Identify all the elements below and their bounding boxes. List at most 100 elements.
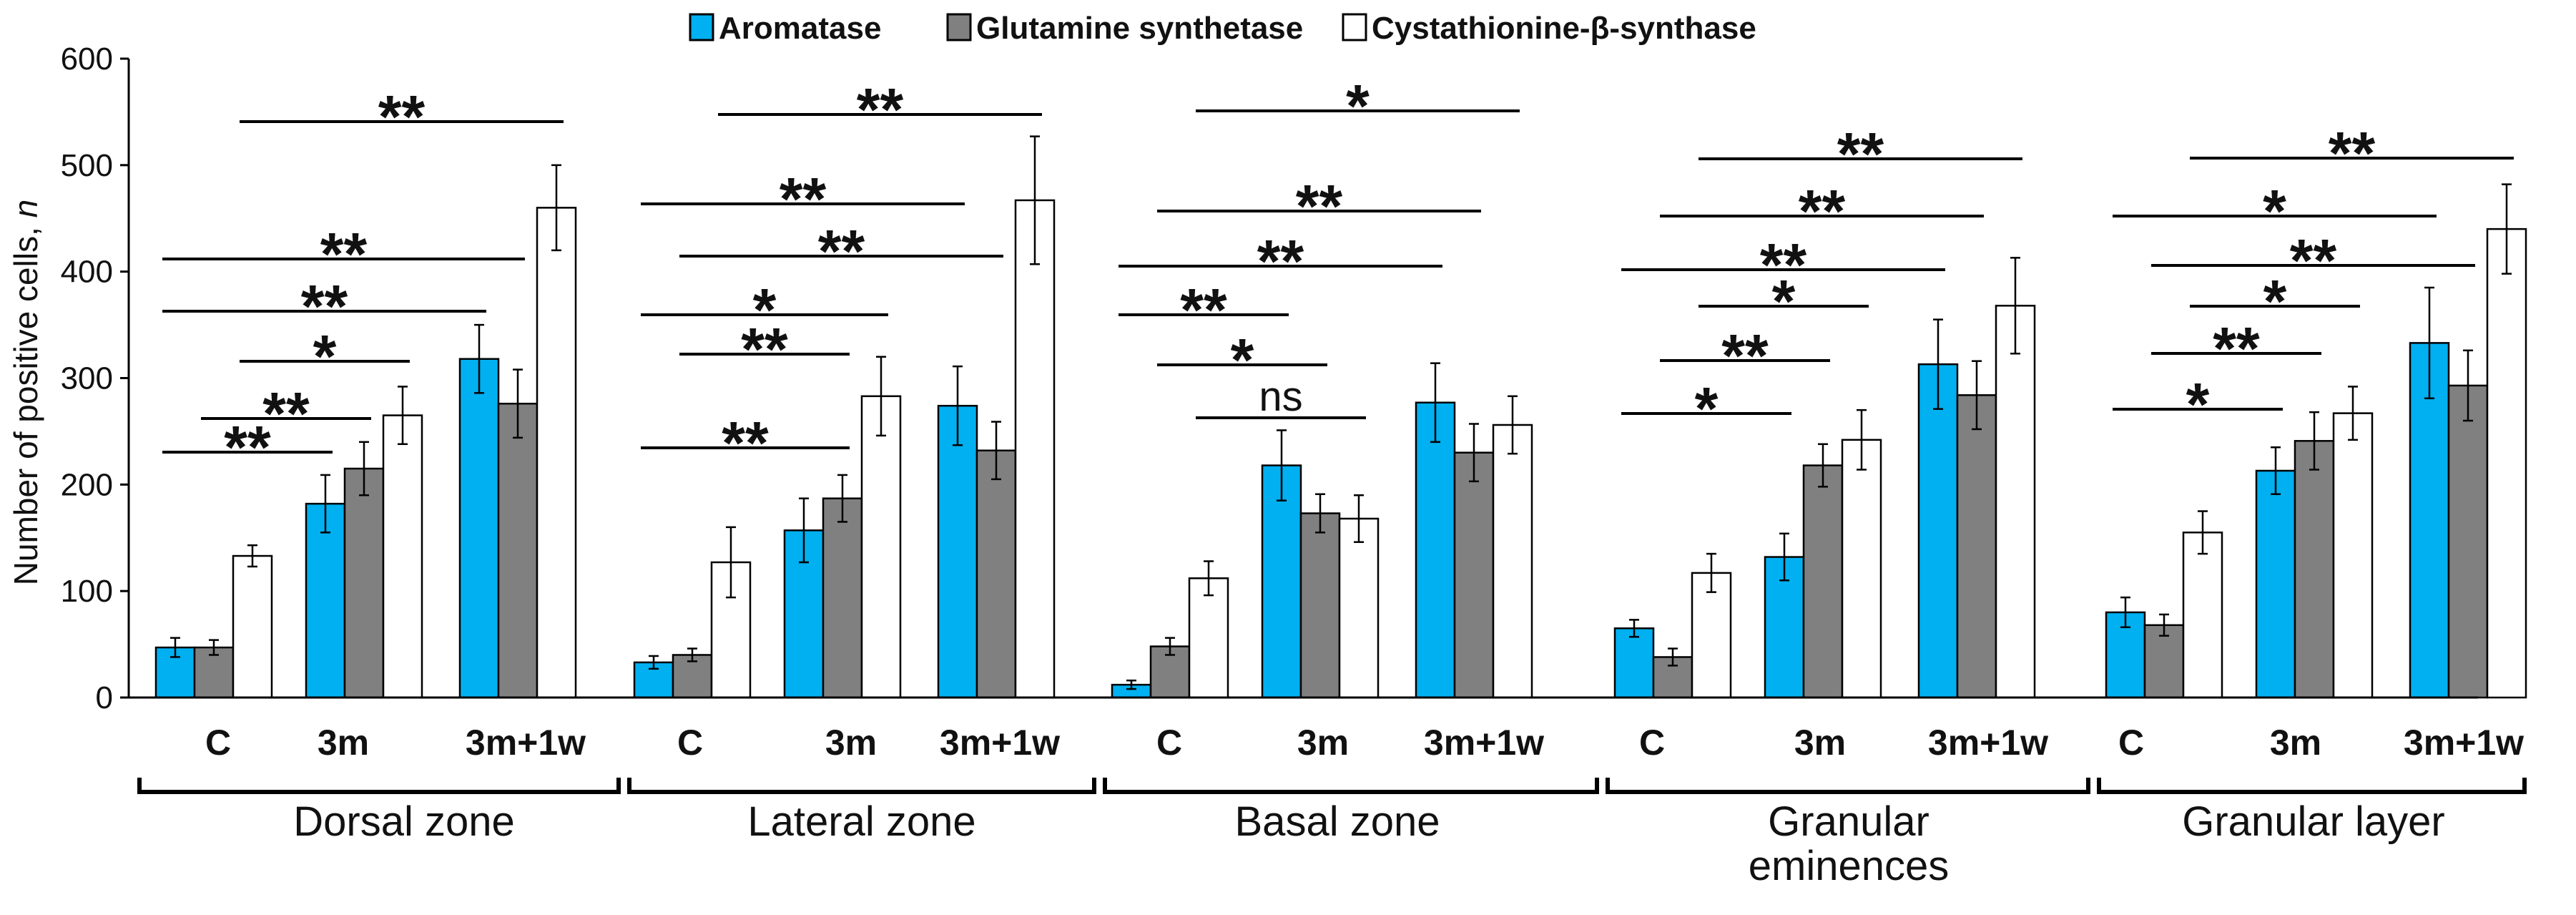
sig-label-1-0: ** <box>722 409 769 476</box>
group-label-2-0: C <box>1156 723 1182 763</box>
group-label-1-2: 3m+1w <box>940 723 1060 763</box>
sig-label-3-3: ** <box>1760 231 1807 298</box>
bar-2-1-1 <box>1299 512 1341 699</box>
zone-label-2-0: Basal zone <box>1235 798 1440 845</box>
x-axis: C 3m 3m+1w Dorsal zone C 3m 3m+1w Lateral zone C… <box>129 696 2527 889</box>
bar-2-1-2 <box>1338 517 1380 699</box>
sig-label-3-4: ** <box>1799 177 1846 245</box>
bar-2-2-1 <box>1453 451 1495 699</box>
legend-label-2: Cystathionine-β-synthase <box>1372 11 1756 46</box>
legend-label-1: Glutamine synthetase <box>976 11 1303 46</box>
group-label-0-0: C <box>205 723 231 763</box>
zone-bracket-1 <box>627 778 1096 794</box>
bar-3-0-0 <box>1613 627 1655 699</box>
zone-label-3-0: Granular <box>1768 798 1929 845</box>
y-tick-label-100: 100 <box>61 574 113 609</box>
bar-4-2-1 <box>2447 384 2489 699</box>
sig-label-2-3: ** <box>1257 227 1304 295</box>
sig-label-1-3: ** <box>818 217 865 285</box>
group-label-4-0: C <box>2118 723 2144 763</box>
group-label-0-2: 3m+1w <box>466 723 586 763</box>
bar-4-1-0 <box>2255 469 2296 699</box>
bar-2-2-2 <box>1492 424 1533 699</box>
group-label-3-2: 3m+1w <box>1928 723 2048 763</box>
bar-1-2-2 <box>1014 199 1056 699</box>
sig-label-0-3: ** <box>320 220 368 288</box>
bar-1-1-1 <box>822 497 863 699</box>
group-label-2-2: 3m+1w <box>1424 723 1544 763</box>
bars <box>154 135 2527 699</box>
group-label-4-2: 3m+1w <box>2404 723 2524 763</box>
bar-3-2-1 <box>1956 394 1997 699</box>
bar-4-2-2 <box>2486 227 2527 699</box>
bar-1-2-1 <box>975 449 1017 699</box>
sig-label-1-1: ** <box>741 315 788 383</box>
bar-3-2-0 <box>1917 363 1959 699</box>
sig-label-0-4: ** <box>301 273 348 340</box>
sig-label-0-1: ** <box>262 380 310 447</box>
sig-label-3-5: ** <box>1837 120 1884 187</box>
zone-bracket-2 <box>1103 778 1599 794</box>
bar-0-1-1 <box>343 467 385 699</box>
bar-4-0-2 <box>2182 532 2223 699</box>
sig-label-4-1: ** <box>2213 315 2260 382</box>
bar-0-0-2 <box>232 554 273 699</box>
sig-label-0-2: * <box>313 323 337 390</box>
y-tick-label-200: 200 <box>61 467 113 502</box>
bar-3-1-1 <box>1802 464 1844 699</box>
bar-2-2-0 <box>1415 401 1456 699</box>
bar-0-1-2 <box>382 414 423 699</box>
legend: Aromatase Glutamine synthetase Cystathioni… <box>689 11 1756 46</box>
bar-3-1-2 <box>1841 439 1882 699</box>
zone-bracket-0 <box>137 778 621 794</box>
bar-0-1-0 <box>305 502 346 699</box>
sig-label-3-1: ** <box>1721 322 1769 389</box>
bar-4-0-1 <box>2143 624 2185 699</box>
bar-4-1-1 <box>2294 440 2335 699</box>
legend-swatch-1 <box>946 13 972 41</box>
y-tick-label-300: 300 <box>61 361 113 396</box>
y-axis: 0 100 200 300 400 500 600 Number of positive ce… <box>7 41 130 715</box>
sig-label-2-0: ns <box>1259 373 1302 420</box>
sig-label-4-4: * <box>2263 177 2286 245</box>
legend-swatch-2 <box>1342 13 1367 41</box>
sig-label-3-0: * <box>1695 375 1719 442</box>
sig-label-2-2: ** <box>1180 276 1227 343</box>
bar-4-1-2 <box>2332 412 2374 699</box>
legend-swatch-0 <box>689 13 714 41</box>
group-label-0-1: 3m <box>318 723 369 763</box>
sig-label-1-5: ** <box>857 76 904 143</box>
bar-0-2-1 <box>497 402 539 699</box>
legend-label-0: Aromatase <box>719 11 881 46</box>
sig-label-2-1: * <box>1231 326 1254 393</box>
bar-0-2-0 <box>458 358 500 699</box>
group-label-1-0: C <box>677 723 703 763</box>
sig-label-2-5: * <box>1346 72 1370 140</box>
group-label-3-1: 3m <box>1794 723 1846 763</box>
zone-label-4-0: Granular layer <box>2182 798 2444 845</box>
zone-bracket-3 <box>1606 778 2090 794</box>
y-tick-label-500: 500 <box>61 148 113 183</box>
sig-label-2-4: ** <box>1296 172 1343 240</box>
sig-label-4-3: ** <box>2290 227 2337 294</box>
y-tick-label-600: 600 <box>61 41 113 77</box>
y-axis-label-italic: n <box>7 200 44 218</box>
sig-label-1-2: * <box>753 276 777 343</box>
sig-label-4-5: ** <box>2329 119 2376 187</box>
zone-label-3-1: eminences <box>1749 843 1949 889</box>
y-axis-label: Number of positive cells, n <box>7 200 44 585</box>
zone-label-1-0: Lateral zone <box>747 798 975 845</box>
bar-3-2-2 <box>1995 305 2036 699</box>
bar-1-2-0 <box>937 404 978 699</box>
bar-0-2-2 <box>536 207 577 699</box>
y-tick-label-400: 400 <box>61 255 113 290</box>
sig-label-4-0: * <box>2186 371 2210 438</box>
group-label-4-1: 3m <box>2270 723 2321 763</box>
bar-1-1-2 <box>860 395 902 699</box>
group-label-3-0: C <box>1639 723 1665 763</box>
zone-label-0-0: Dorsal zone <box>293 798 514 845</box>
group-label-1-1: 3m <box>825 723 877 763</box>
significance-brackets: **********************ns****************… <box>162 72 2514 481</box>
sig-label-1-4: ** <box>780 165 827 233</box>
